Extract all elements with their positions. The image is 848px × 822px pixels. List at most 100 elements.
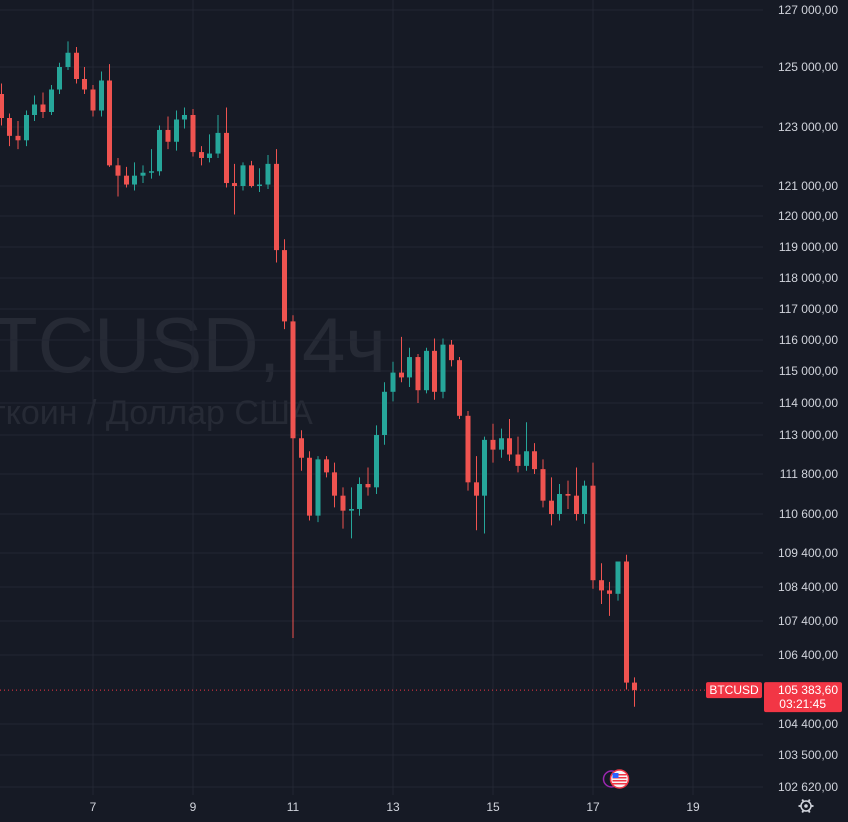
candle[interactable]	[32, 95, 37, 122]
candle[interactable]	[632, 677, 637, 707]
candle[interactable]	[40, 92, 46, 119]
candle[interactable]	[532, 443, 537, 474]
candle-body	[224, 132, 229, 184]
candle[interactable]	[407, 347, 412, 387]
candle[interactable]	[165, 116, 171, 150]
candle[interactable]	[315, 456, 321, 523]
candle[interactable]	[415, 353, 421, 403]
candle[interactable]	[257, 168, 262, 192]
candle[interactable]	[307, 451, 312, 521]
candle[interactable]	[240, 162, 246, 191]
candle[interactable]	[549, 477, 554, 526]
candle-body	[74, 52, 79, 79]
candle[interactable]	[349, 487, 354, 539]
candle[interactable]	[215, 115, 221, 158]
candle-body	[424, 350, 429, 391]
candle[interactable]	[332, 462, 337, 508]
candle[interactable]	[65, 41, 71, 70]
candle[interactable]	[265, 155, 271, 189]
candle[interactable]	[382, 382, 387, 445]
candle[interactable]	[490, 423, 496, 463]
candle[interactable]	[390, 361, 396, 402]
candle[interactable]	[482, 436, 487, 534]
economic-event-flag-icon[interactable]	[602, 769, 630, 789]
candle[interactable]	[474, 456, 479, 531]
candle[interactable]	[140, 165, 146, 184]
candle[interactable]	[232, 163, 237, 215]
candle[interactable]	[324, 456, 329, 478]
candle[interactable]	[540, 459, 546, 508]
candle-body	[490, 439, 496, 450]
candle[interactable]	[149, 149, 154, 179]
candle-body	[307, 457, 312, 516]
candle[interactable]	[515, 436, 521, 473]
candle[interactable]	[290, 315, 296, 638]
candle[interactable]	[499, 428, 504, 458]
candle[interactable]	[465, 411, 471, 491]
candle[interactable]	[449, 340, 454, 367]
candle[interactable]	[282, 239, 287, 330]
candle[interactable]	[90, 85, 96, 117]
price-axis[interactable]: 127 000,00 125 000,00 123 000,00 121 000,00…	[706, 3, 842, 794]
candle[interactable]	[624, 554, 629, 690]
candle-body	[282, 250, 287, 322]
candle[interactable]	[399, 336, 404, 383]
candle[interactable]	[249, 160, 254, 188]
candle[interactable]	[15, 121, 21, 150]
gear-icon[interactable]	[798, 799, 814, 813]
candle[interactable]	[432, 338, 437, 400]
price-axis-label: 116 000,00	[779, 333, 838, 347]
candle[interactable]	[99, 71, 104, 117]
candle[interactable]	[107, 64, 112, 167]
candle[interactable]	[182, 107, 187, 129]
us-flag-stripe	[612, 774, 627, 776]
candle[interactable]	[274, 149, 279, 263]
candle-body	[499, 438, 504, 450]
candle[interactable]	[0, 83, 4, 126]
candle[interactable]	[207, 134, 212, 163]
price-axis-label: 120 000,00	[778, 209, 838, 223]
candle[interactable]	[615, 561, 621, 601]
candle[interactable]	[524, 422, 529, 471]
price-axis-label: 121 000,00	[778, 179, 838, 193]
candle[interactable]	[424, 347, 429, 394]
candle[interactable]	[357, 477, 362, 516]
candle[interactable]	[74, 47, 79, 84]
candle[interactable]	[582, 480, 587, 524]
candle[interactable]	[199, 146, 204, 166]
candle-layer[interactable]	[0, 41, 637, 707]
candle[interactable]	[174, 110, 179, 151]
time-axis[interactable]: 7 9 11 13 15 17 19	[90, 800, 700, 814]
candle-body	[149, 171, 154, 173]
candle[interactable]	[190, 109, 196, 157]
candle[interactable]	[115, 157, 121, 197]
candle[interactable]	[157, 125, 162, 176]
candle[interactable]	[590, 462, 596, 589]
candle[interactable]	[440, 338, 446, 399]
candle[interactable]	[565, 480, 571, 509]
candle[interactable]	[24, 110, 29, 147]
price-axis-label: 117 000,00	[779, 302, 838, 316]
candle[interactable]	[599, 563, 604, 604]
candle[interactable]	[224, 107, 229, 188]
candle[interactable]	[507, 419, 512, 461]
overlay-layer[interactable]	[602, 769, 814, 813]
candle[interactable]	[607, 581, 612, 616]
candle[interactable]	[457, 357, 462, 419]
candle[interactable]	[365, 467, 371, 496]
candle[interactable]	[340, 487, 346, 529]
candle[interactable]	[124, 166, 129, 188]
candle[interactable]	[57, 62, 62, 94]
candle[interactable]	[574, 467, 579, 521]
candle[interactable]	[82, 67, 87, 94]
candle[interactable]	[374, 425, 379, 494]
candle[interactable]	[49, 85, 54, 115]
candle[interactable]	[557, 484, 562, 521]
candle[interactable]	[299, 430, 304, 471]
candle[interactable]	[132, 162, 137, 191]
candle-body	[440, 344, 446, 392]
symbol-price-tag[interactable]: BTCUSD	[706, 682, 762, 699]
candle[interactable]	[7, 113, 12, 147]
